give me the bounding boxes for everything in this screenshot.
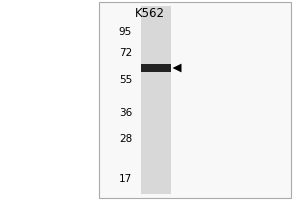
Bar (141, 64, 171, 72)
Text: 72: 72 (119, 48, 132, 58)
Text: 95: 95 (119, 27, 132, 37)
Text: 28: 28 (119, 134, 132, 144)
Text: 17: 17 (119, 174, 132, 184)
Bar (99, 2, 291, 198)
Bar (141, 6, 171, 194)
Polygon shape (172, 64, 182, 72)
Text: 36: 36 (119, 108, 132, 118)
Text: K562: K562 (135, 7, 165, 20)
Text: 55: 55 (119, 75, 132, 85)
